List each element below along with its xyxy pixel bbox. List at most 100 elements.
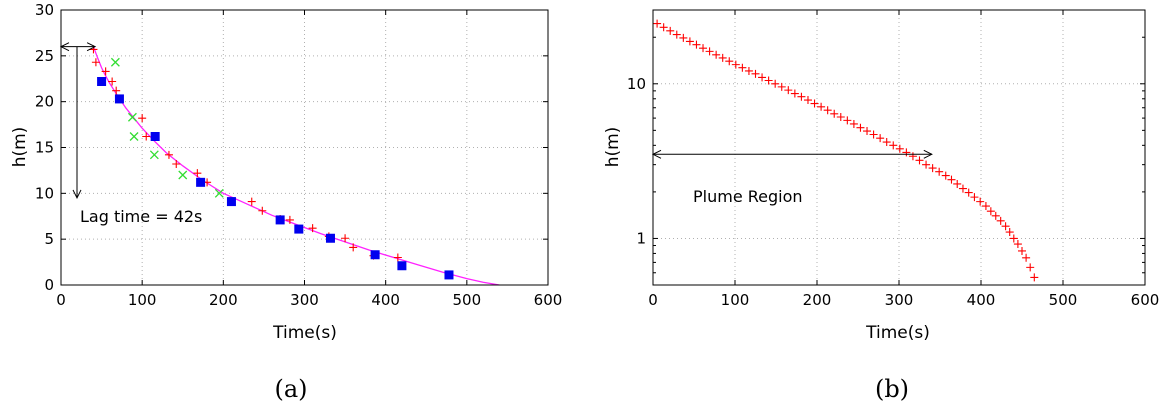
plus-point (849, 119, 858, 128)
x-tick-label: 300 (290, 291, 319, 309)
cross-point (178, 170, 188, 180)
plus-point (797, 92, 806, 101)
cross-point (214, 188, 224, 198)
plus-point (142, 132, 151, 141)
plus-point (876, 134, 885, 143)
plus-point (764, 76, 773, 85)
plus-point (895, 144, 904, 153)
plus-point (164, 150, 173, 159)
plus-point (731, 60, 740, 69)
chart-a-series (89, 45, 500, 286)
plus-point (935, 167, 944, 176)
square-point (370, 250, 380, 260)
plus-point (953, 179, 962, 188)
plume-region-annotation: Plume Region (693, 187, 803, 206)
lag-time-arrowhead-right (86, 42, 97, 52)
plus-point (738, 63, 747, 72)
square-point (97, 77, 107, 86)
plus-point (679, 33, 688, 42)
plus-point (653, 19, 662, 28)
plus-point (970, 193, 979, 202)
square-point (325, 233, 335, 243)
plus-point (705, 47, 714, 56)
cross-point (149, 150, 159, 160)
square-point (196, 177, 206, 187)
y-tick-label: 30 (35, 1, 54, 19)
chart-a-grid (61, 10, 548, 285)
x-tick-label: 400 (371, 291, 400, 309)
x-tick-label: 100 (721, 291, 750, 309)
lag-time-annotation: Lag time = 42s (80, 207, 202, 226)
plus-point (902, 148, 911, 157)
square-point (397, 261, 407, 271)
plus-point (666, 26, 675, 35)
plus-point (836, 112, 845, 121)
plus-point (817, 102, 826, 111)
chart-a-caption: (a) (274, 375, 307, 403)
x-tick-label: 300 (885, 291, 914, 309)
plus-point (964, 188, 973, 197)
plus-point (193, 169, 202, 178)
x-tick-label: 100 (128, 291, 157, 309)
plus-point (341, 234, 350, 243)
plus-point (712, 50, 721, 59)
plus-point (285, 215, 294, 224)
plus-point (991, 211, 1000, 220)
plus-point (247, 197, 256, 206)
x-tick-label: 600 (534, 291, 563, 309)
plus-point (922, 160, 931, 169)
y-tick-label: 15 (35, 139, 54, 157)
plus-point (393, 253, 402, 262)
y-tick-label: 10 (627, 75, 646, 93)
chart-b-y-axis-label: h(m) (603, 127, 623, 168)
plus-point (981, 202, 990, 211)
plus-point (172, 160, 181, 168)
plus-point (685, 37, 694, 46)
plus-point (672, 30, 681, 39)
plus-point (1030, 273, 1039, 282)
y-tick-label: 5 (44, 230, 54, 248)
plus-point (1001, 222, 1010, 231)
plus-point (1009, 234, 1018, 243)
plus-point (915, 156, 924, 165)
y-tick-label: 25 (35, 47, 54, 65)
square-point (444, 270, 454, 280)
cross-point (129, 132, 139, 141)
plus-point (830, 109, 839, 118)
square-point (226, 197, 236, 207)
chart-b-ticks: 0 100 200 300 400 500 600 1 10 (627, 9, 1160, 309)
y-tick-label: 0 (44, 276, 54, 294)
plus-point (928, 164, 937, 173)
plus-point (725, 57, 734, 66)
plus-point (777, 82, 786, 91)
plus-point (784, 86, 793, 95)
plus-point (692, 40, 701, 49)
plus-point (744, 66, 753, 75)
chart-a-y-axis-label: h(m) (10, 127, 30, 168)
x-tick-label: 0 (56, 291, 66, 309)
plus-point (986, 207, 995, 216)
chart-b-annotation (651, 149, 933, 159)
chart-a-annotation (59, 42, 97, 200)
plus-point (790, 89, 799, 98)
plus-point (941, 171, 950, 180)
y-tick-label: 10 (35, 184, 54, 202)
y-tick-label: 1 (636, 229, 646, 247)
chart-a-ticks: 0 100 200 300 400 500 600 0 5 10 15 20 25 30 (35, 1, 562, 309)
plus-point (958, 184, 967, 193)
plus-point (1013, 240, 1022, 249)
plus-point (138, 114, 147, 123)
plus-point (1022, 253, 1031, 262)
y-tick-label: 20 (35, 93, 54, 111)
plus-point (869, 130, 878, 139)
x-tick-label: 600 (1131, 291, 1160, 309)
plus-point (659, 23, 668, 32)
plus-point (996, 216, 1005, 225)
plume-region-arrowhead-right (923, 149, 933, 159)
plus-point (718, 53, 727, 62)
chart-b-caption: (b) (875, 375, 909, 403)
plus-point (758, 73, 767, 82)
plus-point (699, 44, 708, 53)
plus-point (308, 224, 317, 233)
